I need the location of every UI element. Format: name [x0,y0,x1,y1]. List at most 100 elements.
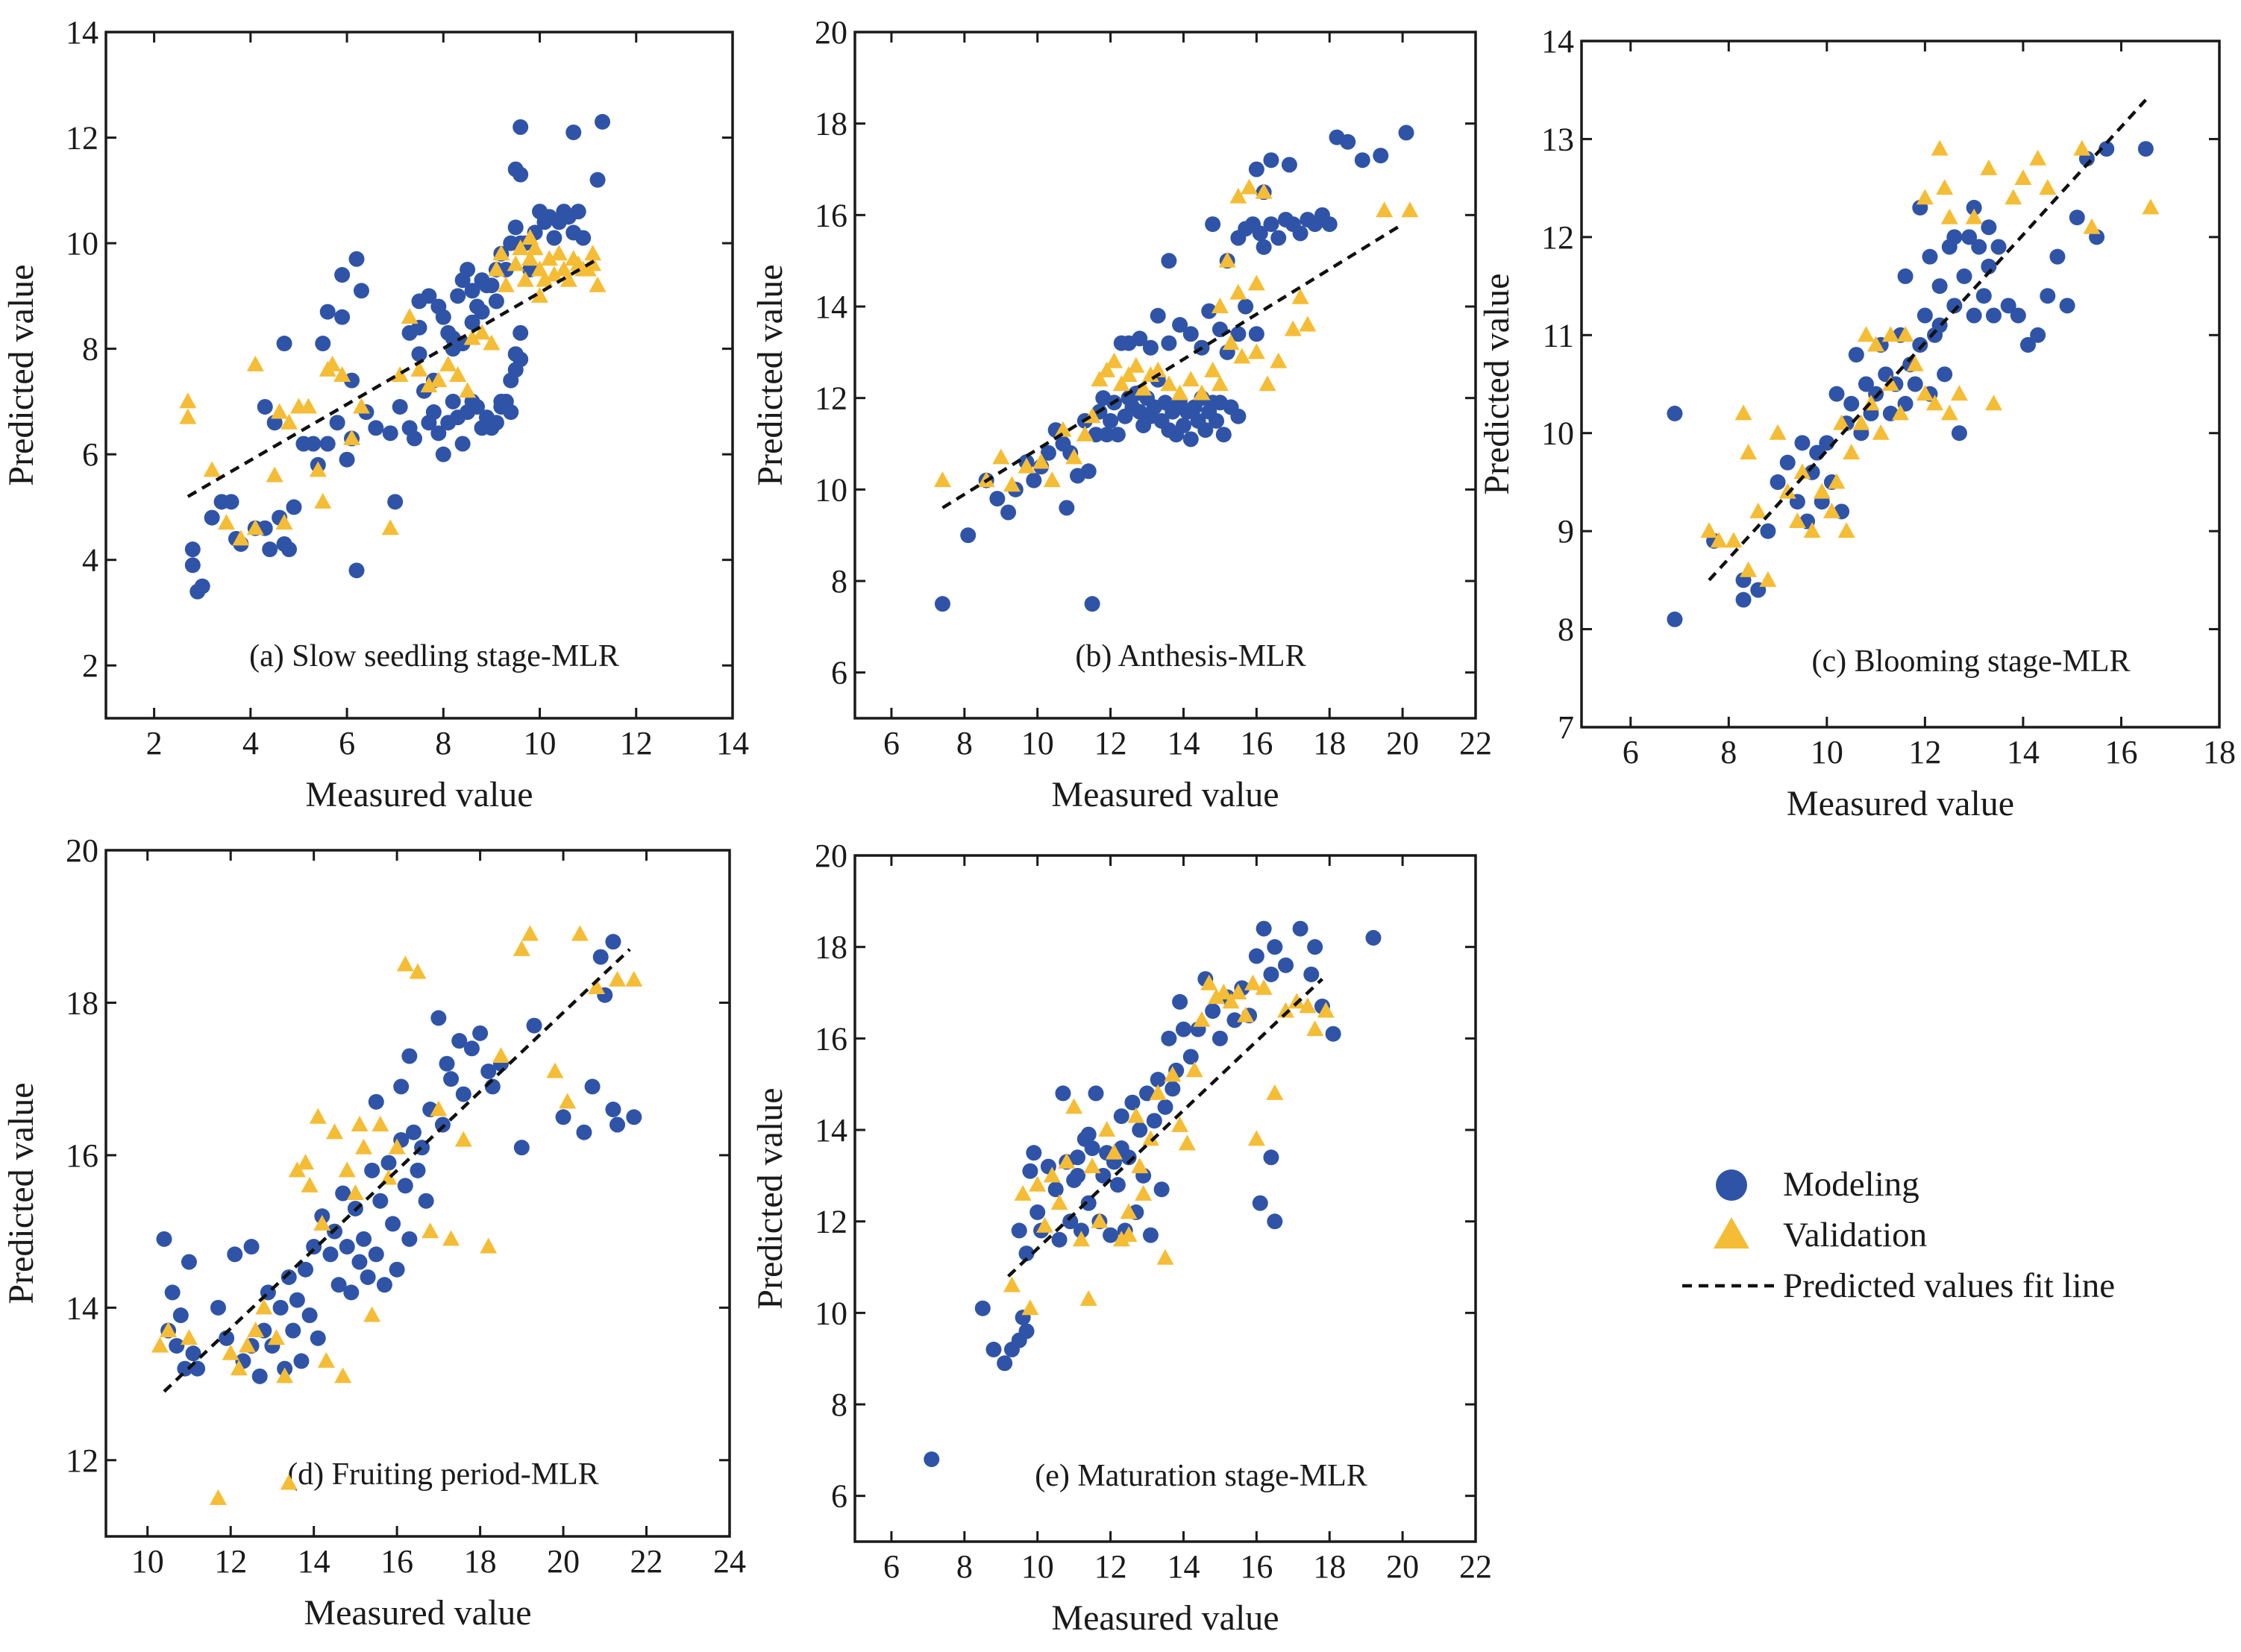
modeling-point [1022,1163,1038,1179]
validation-point [1291,288,1309,304]
validation-point [151,1337,169,1353]
modeling-point [306,1239,322,1255]
modeling-point [385,1216,401,1232]
modeling-point [2040,288,2056,304]
validation-point [1035,1216,1053,1233]
plot-frame [1580,40,2221,729]
modeling-point [1981,258,1997,274]
validation-point [1896,326,1914,342]
validation-point [459,382,477,398]
modeling-point [503,404,519,421]
validation-point [268,1329,286,1345]
validation-point [536,271,554,287]
fit-line [1708,98,2148,582]
modeling-point [1248,326,1264,342]
validation-point [1079,1290,1097,1306]
x-tick-label: 4 [242,725,259,761]
validation-point [1270,352,1288,368]
modeling-point [1084,1140,1100,1157]
validation-point [1788,512,1806,528]
modeling-point [184,541,201,558]
modeling-point [1157,1099,1173,1115]
validation-point [372,1116,389,1131]
validation-point [309,1108,327,1124]
modeling-point [348,251,365,267]
modeling-point [576,1124,592,1140]
validation-point [1376,201,1394,218]
panel-b-anthesis: 6 8 10 12 14 16 18 20 22 6 8 10 12 14 16 18 20 Measured v… [750,14,1492,814]
validation-point [1029,1175,1047,1192]
validation-point [326,1123,344,1140]
modeling-point [1843,395,1860,412]
validation-point [992,448,1010,465]
validation-point [1401,201,1419,218]
modeling-point [450,288,466,304]
modeling-point [1165,1081,1181,1097]
modeling-point [1907,376,1923,392]
modeling-point [1175,417,1191,433]
x-tick-label: 14 [298,1543,330,1580]
panel-title: (d) Fruiting period-MLR [287,1457,599,1492]
modeling-point [389,1261,405,1278]
x-tick-label: 18 [464,1543,497,1580]
modeling-point [1779,454,1796,471]
validation-point [255,1298,273,1315]
validation-point [1065,448,1083,465]
y-tick-label: 14 [815,289,847,325]
modeling-point [387,494,404,510]
y-tick-label: 7 [1558,709,1574,746]
validation-point [1936,179,1954,195]
modeling-point [488,415,504,431]
modeling-point [1230,326,1247,342]
modeling-point [1398,125,1414,141]
modeling-point [1150,1072,1166,1088]
y-tick-label: 18 [66,984,98,1021]
validation-point [1769,424,1787,440]
validation-point [343,429,361,445]
validation-point [1149,361,1167,377]
validation-point [1822,502,1840,518]
modeling-point [469,398,486,415]
x-tick-label: 10 [524,725,557,761]
y-axis-label: Predicted value [1,264,41,486]
modeling-point [1365,929,1382,946]
validation-point [588,979,606,994]
validation-point [1211,298,1229,313]
x-tick-label: 2 [146,725,163,761]
validation-point [301,1176,319,1193]
modeling-point [251,1368,268,1384]
modeling-point [1858,376,1874,392]
validation-point [1700,522,1718,538]
validation-point [2073,139,2091,156]
x-tick-label: 22 [630,1543,663,1580]
validation-point [1950,385,1968,401]
validation-point [1050,1194,1068,1210]
fit-line [163,948,631,1393]
modeling-point [1735,591,1752,608]
modeling-point [1975,288,1992,304]
modeling-point [392,398,408,415]
modeling-point [1248,948,1264,964]
modeling-point [335,1185,351,1202]
validation-point [1931,139,1949,156]
validation-point [1193,1011,1211,1027]
validation-point [1120,366,1138,382]
modeling-point [286,499,302,515]
validation-point [1266,1084,1284,1100]
modeling-point [1212,1030,1228,1046]
modeling-point [1161,1030,1177,1046]
validation-point [247,1322,265,1337]
validation-point [492,1047,510,1063]
panel-e-maturation: 6 8 10 12 14 16 18 20 22 6 8 10 12 14 16 18 20 Measured v… [750,838,1492,1638]
modeling-point [334,267,351,283]
modeling-point [353,283,369,299]
validation-point [280,413,298,430]
validation-point [2029,149,2047,166]
validation-point [346,1184,364,1200]
validation-point [1740,561,1758,577]
validation-point [1916,385,1934,401]
validation-point [1120,1203,1138,1219]
modeling-point [276,336,292,352]
modeling-point [272,1299,289,1316]
modeling-point [439,1055,455,1072]
